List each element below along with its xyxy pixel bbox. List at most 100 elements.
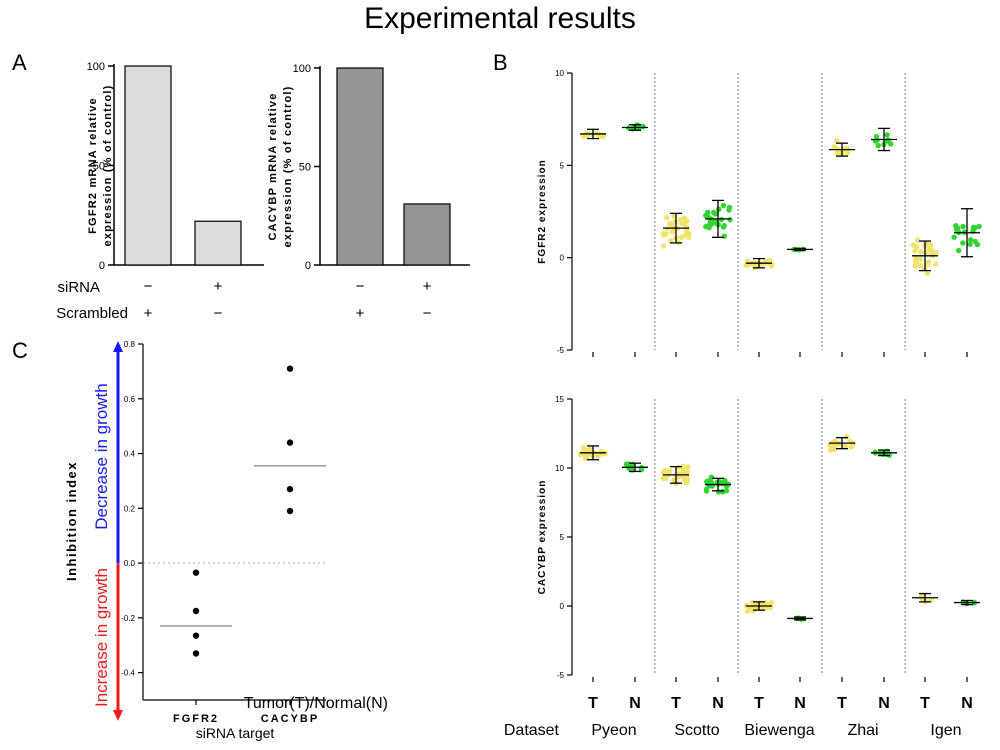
b2-data-point [708,474,715,480]
b1-data-point [951,234,957,240]
scrambled-row-label: Scrambled [56,305,128,322]
decrease-in-growth-label: Decrease in growth [92,383,111,529]
a2-y-tick-label: 50 [299,162,311,174]
b2-y-tick-label: 0 [560,602,565,611]
normal-status-label: N [629,695,641,712]
normal-status-label: N [878,695,890,712]
c-data-point [286,507,294,515]
b1-data-point [727,217,733,223]
b1-data-point [955,247,962,254]
dataset-name-label: Igen [930,722,961,739]
b1-data-point [718,216,725,223]
b1-data-point [912,248,918,254]
c-data-point [286,439,294,446]
a1-y-axis-title: FGFR2 mRNA relative [87,97,99,234]
b1-data-point [875,142,881,149]
c-y-axis-title: Inhibition index [64,461,79,581]
b1-data-point [917,262,924,269]
b1-data-point [914,237,921,243]
c-y-tick-label: -0.4 [121,669,135,678]
b1-data-point [581,133,587,140]
a1-y-axis-title: expression (% of control) [102,84,114,246]
b2-data-point [750,608,756,614]
b1-data-point [720,224,727,230]
dataset-name-label: Pyeon [591,722,636,739]
b1-data-point [924,270,931,276]
increase-arrow-head [113,710,123,721]
b2-data-point [706,482,712,489]
a1-bar [124,65,172,266]
c-x-tick-label: FGFR2 [173,713,219,725]
b1-data-point [593,130,600,136]
b2-data-point [757,600,763,606]
b1-data-point [683,227,690,233]
b2-data-point [842,443,849,449]
b1-data-point [660,243,667,249]
b1-data-point [664,214,670,221]
c-y-tick-label: 0.4 [124,450,136,459]
b2-y-tick-label: 5 [560,533,565,542]
b1-data-point [716,206,722,213]
c-data-point [192,607,200,615]
b1-data-point [744,262,751,268]
tumor-status-label: T [754,695,764,712]
b1-data-point [671,213,677,219]
a2-y-axis-title: expression (% of control) [282,85,294,247]
b1-data-point [720,202,727,209]
dataset-name-label: Biewenga [744,722,814,739]
b1-data-point [967,241,973,247]
b1-data-point [927,245,934,252]
b1-data-point [834,138,840,144]
b2-data-point [831,446,837,452]
b1-data-point [874,137,880,143]
b1-data-point [912,263,918,269]
b1-data-point [976,223,982,230]
a1-condition-sign: + [144,305,153,322]
tumor-status-label: T [671,695,681,712]
b2-data-point [680,463,686,469]
a1-bar [194,220,242,266]
increase-in-growth-label: Increase in growth [92,568,111,707]
c-y-tick-label: 0.6 [124,395,136,404]
b1-data-point [960,223,966,230]
c-data-point [192,650,200,657]
b1-data-point [599,133,606,140]
b1-data-point [933,249,939,256]
a1-condition-sign: − [144,278,153,295]
b1-data-point [679,220,685,226]
a1-condition-sign: − [214,305,223,322]
b1-data-point [686,234,692,240]
siRNA-row-label: siRNA [57,279,100,296]
a2-bar [403,203,451,266]
b2-y-tick-label: -5 [557,671,565,680]
a2-y-tick-label: 100 [293,63,311,75]
b2-y-axis-title: CACYBP expression [537,480,548,595]
b1-data-point [667,237,674,244]
b1-data-point [660,232,667,238]
panel-letter-c: C [12,338,28,363]
b2-y-tick-label: 10 [555,464,564,473]
a2-y-axis-title: CACYBP mRNA relative [267,92,279,240]
a2-condition-sign: + [356,305,365,322]
c-y-tick-label: 0.2 [124,504,136,513]
c-y-tick-label: -0.2 [121,614,135,623]
b1-data-point [704,212,710,218]
dataset-name-label: Scotto [674,722,719,739]
c-y-tick-label: 0.0 [124,559,136,568]
b1-data-point [726,207,732,213]
a2-bar [336,67,384,266]
b1-data-point [705,222,712,229]
a2-y-tick-label: 0 [305,260,311,272]
a2-condition-sign: + [423,278,432,295]
b2-y-tick-label: 15 [555,395,564,404]
normal-status-label: N [794,695,806,712]
b1-y-tick-label: 0 [560,254,565,263]
a1-y-tick-label: 0 [99,260,105,272]
b1-data-point [933,261,939,267]
page-title: Experimental results [364,2,636,35]
b1-data-point [953,222,959,229]
b1-data-point [967,237,974,243]
b1-data-point [970,224,977,231]
a1-y-tick-label: 50 [93,161,105,173]
